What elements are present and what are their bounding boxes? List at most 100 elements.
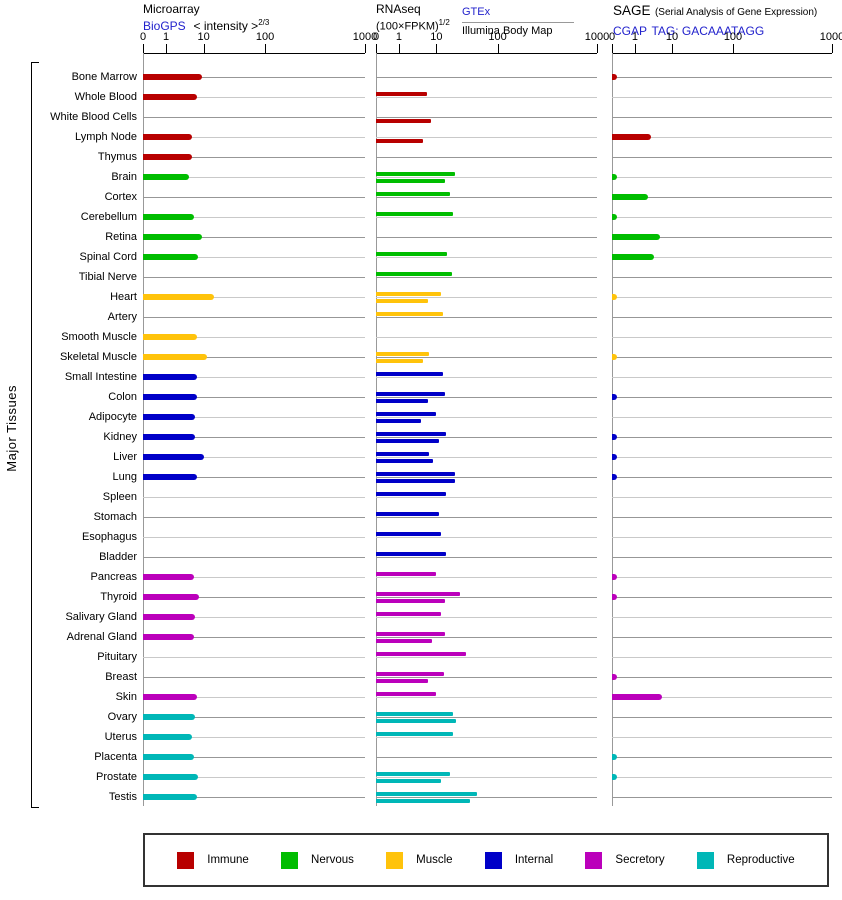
tick-rnaseq-100 [497,44,499,53]
gridline-sage-placenta [612,757,832,758]
gridline-microarray-cortex [143,197,365,198]
bar-rnaseq-gtex-thyroid [376,592,460,596]
gridline-rnaseq-brain [376,177,597,178]
gridline-rnaseq-skin [376,697,597,698]
tissue-label-tibial-nerve: Tibial Nerve [78,271,137,283]
axis-sage: 0 1 10 100 1000 [609,31,842,54]
bar-rnaseq-illumina-heart [376,299,429,303]
bar-sage-cerebellum [612,214,617,220]
bar-rnaseq-illumina-adrenal-gland [376,639,432,643]
bar-microarray-liver [143,454,204,460]
bar-microarray-placenta [143,754,194,760]
tissue-label-retina: Retina [105,231,137,243]
tissue-label-brain: Brain [111,171,137,183]
bar-sage-cortex [612,194,648,200]
tissue-label-small-intestine: Small Intestine [64,371,137,383]
gridline-microarray-spleen [143,497,365,498]
tissue-label-bladder: Bladder [99,551,137,563]
gridline-rnaseq-salivary-gland [376,617,597,618]
gridline-sage-testis [612,797,832,798]
bar-rnaseq-illumina-testis [376,799,471,803]
gridline-sage-white-blood-cells [612,117,832,118]
gridline-microarray-artery [143,317,365,318]
gridline-microarray-kidney [143,437,365,438]
gridline-sage-artery [612,317,832,318]
gridline-rnaseq-adipocyte [376,417,597,418]
gridline-microarray-tibial-nerve [143,277,365,278]
tissue-label-white-blood-cells: White Blood Cells [50,111,137,123]
bar-rnaseq-gtex-bladder [376,552,447,556]
gridline-microarray-whole-blood [143,97,365,98]
bar-rnaseq-illumina-prostate [376,779,442,783]
tissue-label-testis: Testis [108,791,137,803]
gridline-rnaseq-adrenal-gland [376,637,597,638]
bar-rnaseq-illumina-lung [376,479,455,483]
tissue-label-ovary: Ovary [107,711,137,723]
gridline-rnaseq-spinal-cord [376,257,597,258]
gridline-sage-lung [612,477,832,478]
gridline-microarray-stomach [143,517,365,518]
legend-item-immune: Immune [177,851,249,869]
tissue-label-skin: Skin [115,691,137,703]
gridline-rnaseq-cerebellum [376,217,597,218]
illumina-body-map-label: Illumina Body Map [462,25,553,37]
bar-microarray-colon [143,394,197,400]
gridline-microarray-brain [143,177,365,178]
gridline-rnaseq-skeletal-muscle [376,357,597,358]
legend-label-reproductive: Reproductive [726,854,795,866]
major-tissues-bracket [31,62,39,808]
tick-microarray-10 [203,44,205,53]
gridline-microarray-pancreas [143,577,365,578]
gridline-microarray-spinal-cord [143,257,365,258]
legend-swatch-reproductive [696,851,714,869]
tick-microarray-1 [166,44,168,53]
biogps-link[interactable]: BioGPS [143,19,186,33]
tissue-label-heart: Heart [110,291,137,303]
bar-rnaseq-illumina-colon [376,399,429,403]
bar-rnaseq-illumina-liver [376,459,433,463]
gridline-rnaseq-pituitary [376,657,597,658]
tissue-label-adrenal-gland: Adrenal Gland [66,631,137,643]
bar-microarray-smooth-muscle [143,334,197,340]
legend-label-muscle: Muscle [416,854,453,866]
gridline-sage-breast [612,677,832,678]
legend-item-reproductive: Reproductive [696,851,795,869]
axis-microarray: 0 1 10 100 1000 [140,31,377,54]
gridline-microarray-esophagus [143,537,365,538]
gridline-sage-pancreas [612,577,832,578]
tissue-label-stomach: Stomach [93,511,137,523]
tissue-label-prostate: Prostate [96,771,137,783]
bar-microarray-whole-blood [143,94,197,100]
bar-rnaseq-gtex-esophagus [376,532,442,536]
tick-label-rnaseq-100: 100 [488,31,507,43]
bar-rnaseq-illumina-ovary [376,719,457,723]
rnaseq-header: RNAseq (100×FPKM)1/2 [376,2,450,33]
gridline-rnaseq-lymph-node [376,137,597,138]
gridline-sage-prostate [612,777,832,778]
gridline-microarray-bladder [143,557,365,558]
gridline-sage-spinal-cord [612,257,832,258]
gridline-microarray-prostate [143,777,365,778]
gtex-link[interactable]: GTEx [462,6,491,18]
gridline-rnaseq-liver [376,457,597,458]
bar-sage-heart [612,294,617,300]
bar-microarray-retina [143,234,202,240]
gridline-sage-colon [612,397,832,398]
gridline-microarray-lymph-node [143,137,365,138]
bar-microarray-adrenal-gland [143,634,194,640]
tissue-label-uterus: Uterus [104,731,137,743]
tick-sage-1000 [832,44,833,53]
microarray-header: Microarray BioGPS < intensity >2/3 [143,2,269,35]
gridline-microarray-heart [143,297,365,298]
tick-label-microarray-0: 0 [139,31,147,43]
gridline-microarray-skeletal-muscle [143,357,365,358]
bar-microarray-thymus [143,154,193,160]
cgap-link[interactable]: CGAP [613,24,648,38]
gridline-rnaseq-whole-blood [376,97,597,98]
bar-rnaseq-gtex-liver [376,452,430,456]
tick-label-sage-1: 1 [631,31,638,43]
legend-label-immune: Immune [207,854,249,866]
bar-sage-prostate [612,774,617,780]
bar-rnaseq-gtex-whole-blood [376,92,427,96]
bar-rnaseq-gtex-spleen [376,492,447,496]
